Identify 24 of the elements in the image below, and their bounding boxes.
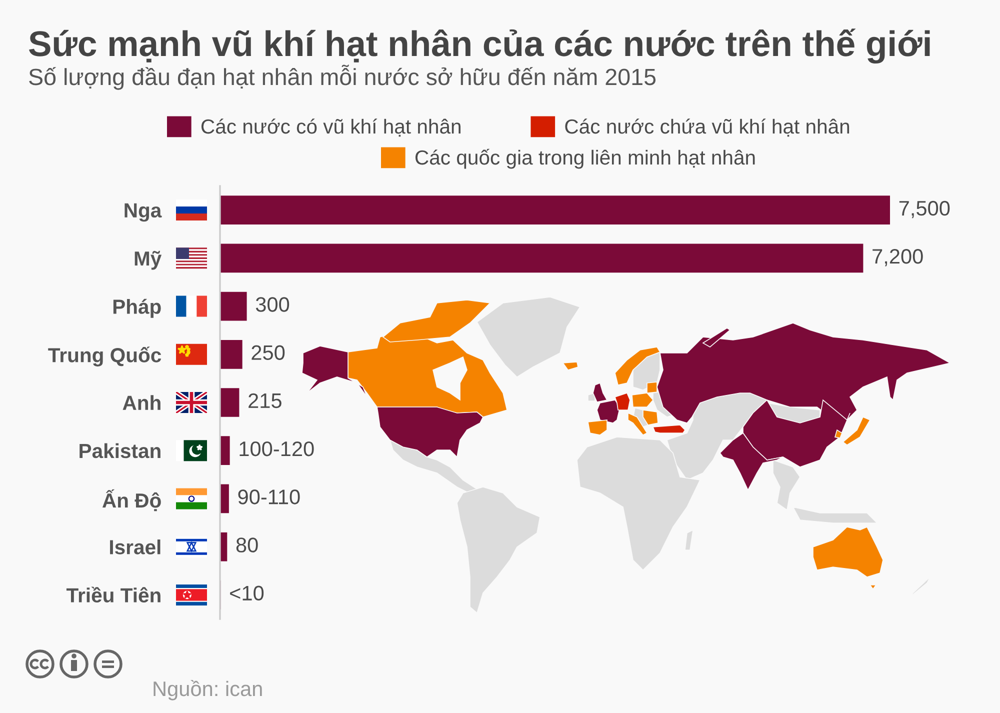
- data-label: 300: [256, 297, 290, 312]
- legend-label: Các quốc gia trong liên minh hạt nhân: [415, 148, 755, 169]
- data-label: 215: [248, 393, 282, 408]
- y-tick-label: Anh: [122, 395, 160, 410]
- text: Nguồn: ican: [154, 680, 262, 700]
- y-tick-label: Nga: [124, 203, 162, 222]
- y-tick-label: Trung Quốc: [48, 346, 162, 366]
- y-tick-label: Pakistan: [80, 443, 160, 458]
- y-tick-label: Triều Tiên: [66, 586, 160, 602]
- data-label: 80: [236, 538, 258, 552]
- data-label: <10: [230, 586, 264, 601]
- y-tick-label: Israel: [110, 539, 160, 554]
- chart-title: Sức mạnh vũ khí hạt nhân của các nước trên thế giới: [29, 28, 930, 64]
- y-tick-label: Ấn Độ: [102, 489, 161, 512]
- data-label: 90-110: [238, 490, 300, 504]
- y-tick-label: Mỹ: [134, 250, 162, 270]
- data-label: 250: [252, 345, 285, 360]
- chart-subtitle: Số lượng đầu đạn hạt nhân mỗi nước sở hữu đến năm 2015: [29, 64, 656, 90]
- legend-label: Các nước có vũ khí hạt nhân: [201, 118, 460, 137]
- y-tick-label: Pháp: [113, 298, 161, 318]
- data-label: 7,500: [899, 200, 950, 218]
- data-label: 7,200: [872, 249, 923, 266]
- data-label: 100-120: [240, 441, 314, 456]
- legend-label: Các nước chứa vũ khí hạt nhân: [565, 118, 850, 137]
